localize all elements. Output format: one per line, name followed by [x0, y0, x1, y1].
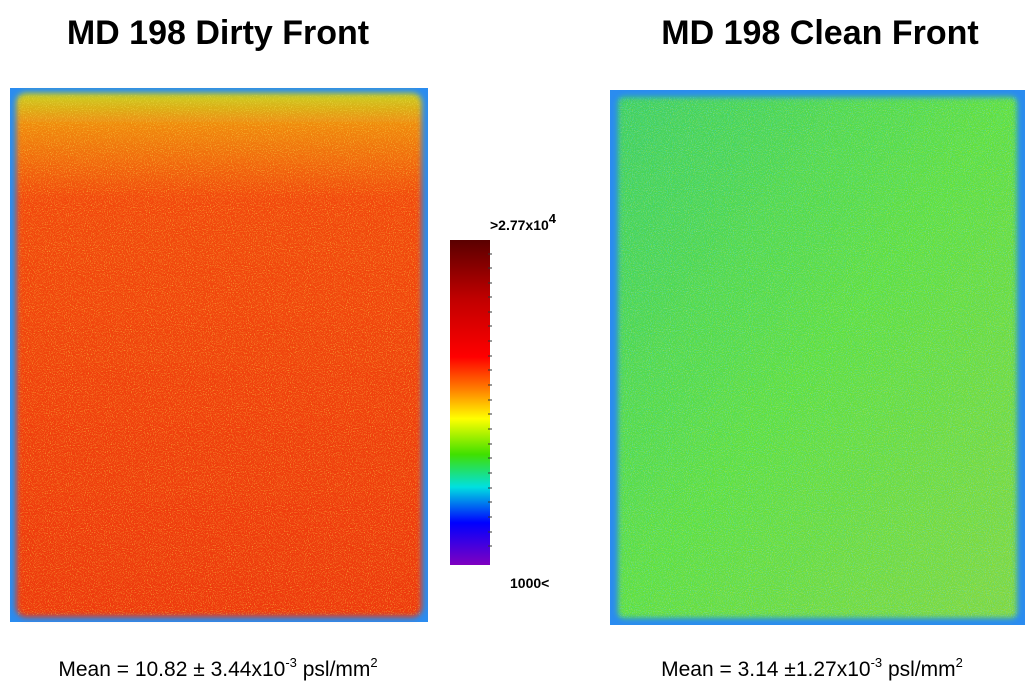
- panel-caption: Mean = 3.14 ±1.27x10-3 psl/mm2: [661, 655, 963, 681]
- panel-title: MD 198 Dirty Front: [67, 14, 369, 52]
- clean-heatmap: [610, 90, 1025, 625]
- caption-exponent: -3: [285, 655, 297, 670]
- caption-unit-exponent: 2: [370, 655, 377, 670]
- label-exponent: 4: [549, 211, 557, 226]
- colorbar-max-label: >2.77x104: [490, 211, 557, 233]
- label-text: >2.77x10: [490, 217, 549, 233]
- colorbar: >2.77x104 1000<: [450, 211, 557, 591]
- panel-title: MD 198 Clean Front: [661, 14, 978, 52]
- panel-caption: Mean = 10.82 ± 3.44x10-3 psl/mm2: [58, 655, 377, 681]
- caption-exponent: -3: [871, 655, 883, 670]
- dirty-heatmap: [10, 88, 428, 622]
- caption-unit: psl/mm: [888, 658, 956, 681]
- caption-unit: psl/mm: [303, 658, 371, 681]
- colorbar-min-label: 1000<: [510, 575, 549, 591]
- caption-text: Mean = 10.82 ± 3.44x10: [58, 658, 285, 681]
- caption-unit-exponent: 2: [956, 655, 963, 670]
- caption-text: Mean = 3.14 ±1.27x10: [661, 658, 870, 681]
